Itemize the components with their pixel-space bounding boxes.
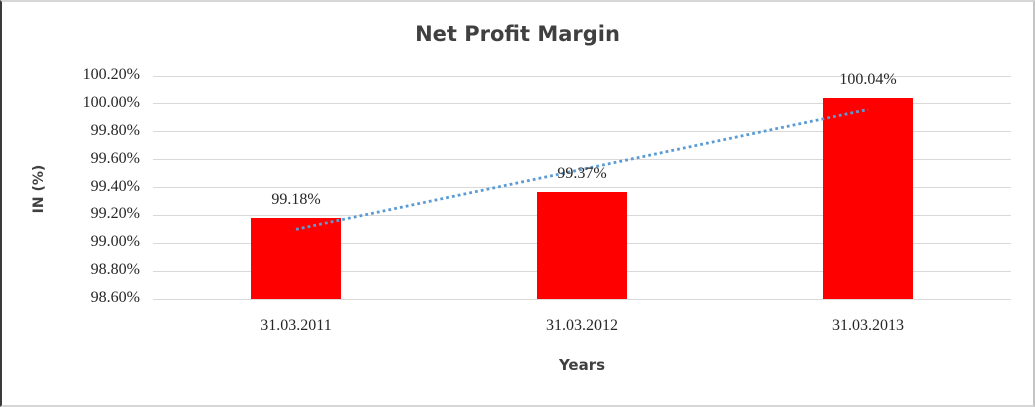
y-tick-label: 100.00% bbox=[82, 93, 140, 111]
bar bbox=[537, 191, 627, 299]
y-tick-label: 98.60% bbox=[90, 289, 140, 306]
gridline bbox=[153, 103, 1011, 105]
x-tick-label: 31.03.2013 bbox=[832, 317, 904, 334]
y-tick-label: 99.40% bbox=[90, 177, 140, 195]
bar bbox=[823, 98, 913, 299]
y-tick-label: 100.20% bbox=[82, 66, 140, 83]
gridline bbox=[153, 131, 1011, 133]
gridline bbox=[153, 159, 1011, 161]
x-tick-label: 31.03.2011 bbox=[260, 317, 332, 334]
bar bbox=[251, 218, 341, 299]
bar-data-label: 99.37% bbox=[557, 164, 607, 182]
y-tick-label: 99.80% bbox=[90, 121, 140, 139]
x-axis-title: Years bbox=[558, 356, 606, 374]
gridline bbox=[153, 75, 1011, 77]
trendline bbox=[295, 108, 869, 231]
gridline bbox=[153, 298, 1011, 300]
bar-data-label: 100.04% bbox=[839, 71, 897, 89]
y-tick-label: 99.00% bbox=[90, 233, 140, 251]
y-tick-label: 98.80% bbox=[90, 261, 140, 279]
bar-data-label: 99.18% bbox=[271, 191, 321, 209]
x-tick-label: 31.03.2012 bbox=[546, 317, 618, 334]
chart-title: Net Profit Margin bbox=[415, 22, 620, 46]
gridline bbox=[153, 187, 1011, 188]
y-tick-label: 99.60% bbox=[90, 149, 140, 167]
y-tick-label: 99.20% bbox=[90, 205, 140, 223]
